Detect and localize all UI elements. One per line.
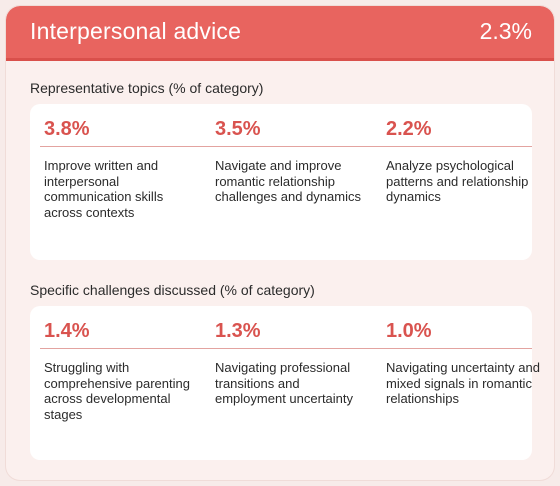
section-label-challenges: Specific challenges discussed (% of cate… bbox=[30, 282, 315, 298]
topic-percent: 3.5% bbox=[215, 118, 261, 140]
topics-panel: 3.8% Improve written and interpersonal c… bbox=[30, 104, 532, 260]
category-percent: 2.3% bbox=[479, 18, 532, 44]
panel-divider bbox=[40, 146, 532, 147]
section-label-topics: Representative topics (% of category) bbox=[30, 80, 264, 96]
category-title: Interpersonal advice bbox=[30, 18, 242, 44]
challenge-percent: 1.3% bbox=[215, 320, 261, 342]
challenge-percent: 1.0% bbox=[386, 320, 432, 342]
category-header: Interpersonal advice 2.3% bbox=[6, 6, 554, 61]
topic-description: Navigate and improve romantic relationsh… bbox=[215, 158, 361, 204]
topic-percent: 3.8% bbox=[44, 118, 90, 140]
topic-percent: 2.2% bbox=[386, 118, 432, 140]
category-card: Interpersonal advice 2.3% Representative… bbox=[6, 6, 554, 480]
topic-description: Improve written and interpersonal commun… bbox=[44, 158, 164, 220]
challenge-description: Struggling with comprehensive parenting … bbox=[44, 360, 190, 422]
topic-description: Analyze psychological patterns and relat… bbox=[386, 158, 529, 204]
challenges-panel: 1.4% Struggling with comprehensive paren… bbox=[30, 306, 540, 460]
challenge-description: Navigating professional transitions and … bbox=[215, 360, 354, 406]
panel-divider bbox=[40, 348, 532, 349]
challenge-description: Navigating uncertainty and mixed signals… bbox=[386, 360, 540, 406]
challenge-percent: 1.4% bbox=[44, 320, 90, 342]
